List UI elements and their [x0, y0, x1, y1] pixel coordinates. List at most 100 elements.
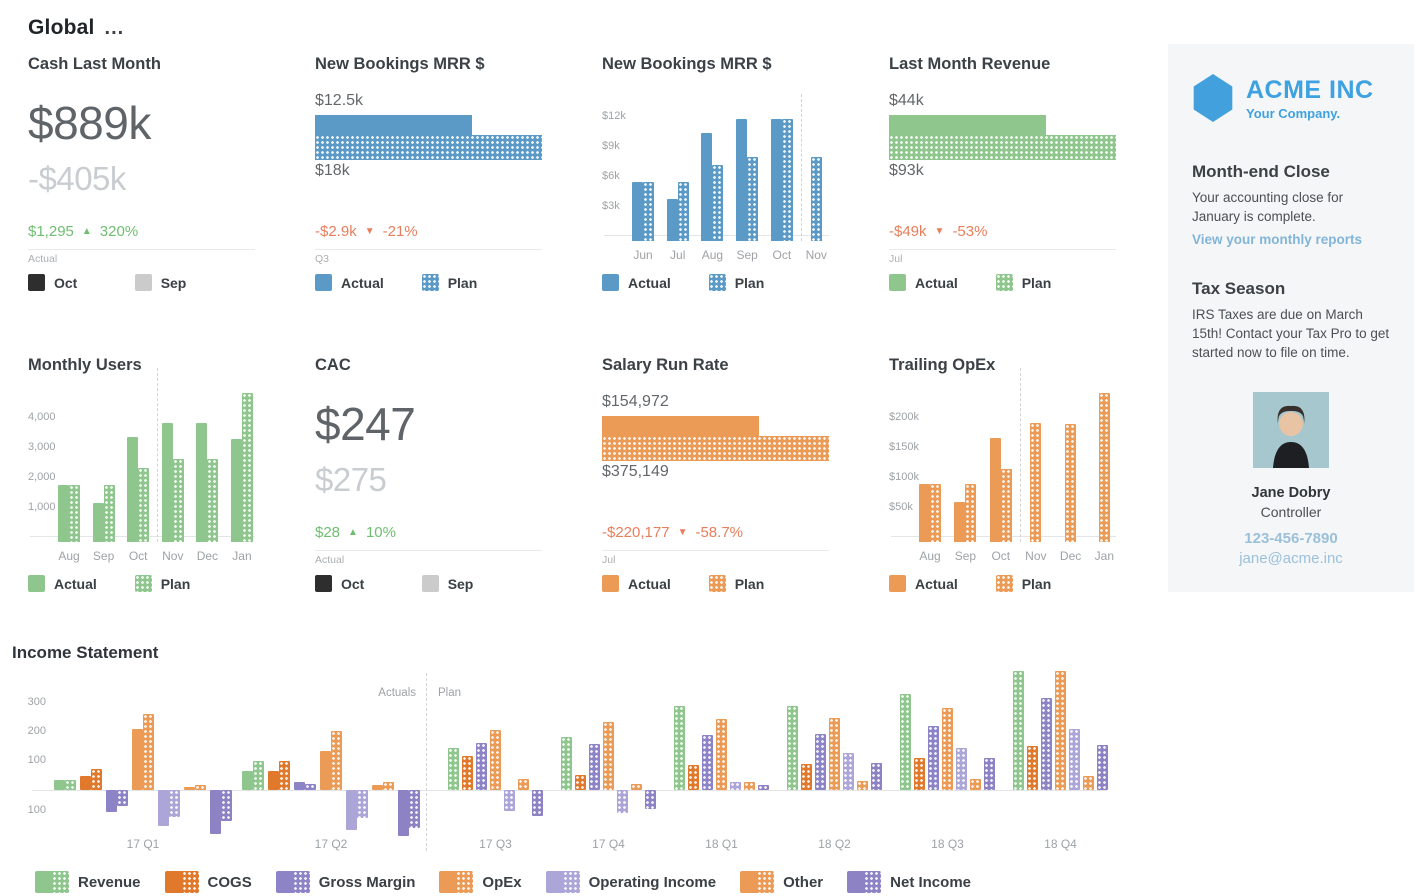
- delta-value: $1,295: [28, 223, 74, 240]
- triangle-down-icon: ▼: [364, 226, 375, 237]
- legend-item-oct[interactable]: Oct: [28, 274, 77, 291]
- legend-label: Actual: [915, 274, 958, 291]
- legend-item-plan[interactable]: Plan: [995, 575, 1051, 592]
- card-title: Trailing OpEx: [889, 356, 996, 374]
- legend-swatch-dotted: [421, 274, 439, 291]
- legend-swatch-solid: [28, 575, 45, 592]
- legend: Actual Plan: [28, 575, 255, 593]
- legend-item-operating-income[interactable]: Operating Income: [545, 871, 717, 893]
- legend: Oct Sep: [28, 274, 255, 292]
- plan-bar: [889, 135, 1116, 160]
- delta-percent: -58.7%: [695, 524, 743, 541]
- delta-percent: 10%: [365, 524, 396, 541]
- actuals-plan-divider: [426, 673, 427, 851]
- divider: [889, 249, 1116, 250]
- legend-label: Gross Margin: [318, 873, 416, 891]
- kpi-grid: Cash Last Month $889k -$405k $1,295 ▲ 32…: [28, 55, 1116, 593]
- legend-item-net-income[interactable]: Net Income: [847, 871, 971, 893]
- delta-row: -$220,177 ▼ -58.7%: [602, 524, 829, 541]
- legend-item-plan[interactable]: Plan: [708, 575, 765, 592]
- legend-item-actual[interactable]: Actual: [602, 575, 671, 592]
- card-title: New Bookings MRR $: [602, 55, 772, 73]
- delta-row: $28 ▲ 10%: [315, 524, 542, 541]
- legend-item-actual[interactable]: Actual: [315, 274, 384, 291]
- company-logo-row: ACME INC Your Company.: [1192, 74, 1390, 122]
- card-title: Salary Run Rate: [602, 356, 729, 374]
- legend-item-gross-margin[interactable]: Gross Margin: [275, 871, 416, 893]
- card-title: Cash Last Month: [28, 55, 161, 73]
- monthly-reports-link[interactable]: View your monthly reports: [1192, 232, 1363, 248]
- legend-label: Plan: [1021, 274, 1052, 291]
- legend-label: Sep: [447, 575, 474, 592]
- delta-value: -$49k: [889, 223, 927, 240]
- triangle-up-icon: ▲: [348, 527, 358, 538]
- quarter-group: 17 Q3: [448, 665, 543, 861]
- quarter-group: 18 Q2: [787, 665, 882, 861]
- actual-bar: [315, 115, 472, 135]
- legend: Actual Plan: [602, 274, 829, 292]
- legend-label: Actual: [341, 274, 384, 291]
- legend-item-actual[interactable]: Actual: [889, 575, 958, 592]
- divider: [315, 550, 542, 551]
- legend: Actual Plan: [889, 274, 1116, 292]
- legend-label: Plan: [734, 575, 765, 592]
- legend-swatch-solid: [315, 274, 332, 291]
- overflow-menu-icon[interactable]: ...: [104, 17, 125, 39]
- legend-swatch-dotted: [995, 274, 1013, 291]
- legend-item-oct[interactable]: Oct: [315, 575, 364, 592]
- plan-bar: [602, 436, 829, 461]
- legend: Actual Plan: [315, 274, 542, 292]
- legend-item-actual[interactable]: Actual: [602, 274, 671, 291]
- notice-heading: Tax Season: [1192, 279, 1286, 299]
- card-title: Last Month Revenue: [889, 55, 1051, 73]
- legend-swatch-pair: [740, 871, 775, 893]
- plan-value-label: $93k: [889, 162, 924, 179]
- card-title: CAC: [315, 356, 351, 374]
- legend-swatch-pair: [164, 871, 199, 893]
- delta-row: -$49k ▼ -53%: [889, 223, 1116, 240]
- new-bookings-mrr-chart[interactable]: $3k $6k $9k $12k Jun Jul Aug Sep Oct Nov: [602, 84, 829, 262]
- triangle-down-icon: ▼: [934, 226, 945, 237]
- secondary-value: -$405k: [28, 160, 126, 197]
- company-tagline: Your Company.: [1246, 105, 1341, 121]
- legend-label: Plan: [160, 575, 191, 592]
- notice-month-end-close: Month-end Close Your accounting close fo…: [1192, 162, 1390, 249]
- monthly-users-chart[interactable]: 1,000 2,000 3,000 4,000 Aug Sep Oct Nov Dec Jan: [28, 368, 255, 563]
- legend-label: Revenue: [78, 873, 141, 891]
- delta-percent: 320%: [99, 223, 139, 240]
- legend-item-actual[interactable]: Actual: [889, 274, 958, 291]
- delta-value: -$220,177: [602, 524, 670, 541]
- legend-item-plan[interactable]: Plan: [421, 274, 478, 291]
- contact-name: Jane Dobry: [1251, 485, 1331, 502]
- income-statement-title: Income Statement: [12, 643, 159, 662]
- actual-value-label: $44k: [889, 92, 924, 109]
- legend-item-sep[interactable]: Sep: [421, 575, 474, 592]
- page-header: Global ...: [28, 16, 1416, 46]
- legend-item-sep[interactable]: Sep: [134, 274, 186, 291]
- period-label: Actual: [28, 253, 58, 265]
- legend-item-plan[interactable]: Plan: [134, 575, 191, 592]
- contact-email[interactable]: jane@acme.inc: [1239, 550, 1343, 568]
- legend-item-cogs[interactable]: COGS: [164, 871, 252, 893]
- legend-item-plan[interactable]: Plan: [708, 274, 764, 291]
- legend-label: OpEx: [482, 873, 522, 891]
- plan-annotation: Plan: [438, 687, 462, 699]
- legend-label: Plan: [447, 274, 478, 291]
- card-title: New Bookings MRR $: [315, 55, 485, 73]
- legend-item-opex[interactable]: OpEx: [439, 871, 522, 893]
- income-statement-chart[interactable]: Actuals Plan 100 200 300 100 17 Q1 17 Q2 17 Q3…: [12, 665, 1132, 861]
- legend-item-other[interactable]: Other: [740, 871, 823, 893]
- legend-swatch-pair: [275, 871, 310, 893]
- delta-percent: -21%: [382, 223, 418, 240]
- legend-item-revenue[interactable]: Revenue: [35, 871, 141, 893]
- legend-swatch-solid: [602, 274, 619, 291]
- company-name: ACME INC: [1246, 75, 1374, 104]
- legend-item-actual[interactable]: Actual: [28, 575, 97, 592]
- contact-phone[interactable]: 123-456-7890: [1244, 530, 1338, 548]
- legend-item-plan[interactable]: Plan: [995, 274, 1052, 291]
- quarter-group: 17 Q1: [54, 665, 232, 861]
- trailing-opex-chart[interactable]: $50k $100k $150k $200k Aug Sep Oct Nov Dec Jan: [889, 368, 1116, 563]
- legend-label: Operating Income: [588, 873, 717, 891]
- legend-swatch-pair: [35, 871, 69, 893]
- legend-swatch-dotted: [134, 575, 152, 592]
